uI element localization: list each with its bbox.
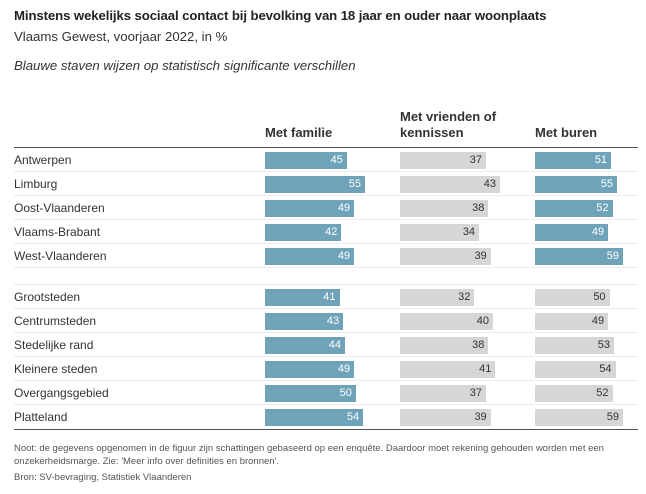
row-label: Stedelijke rand bbox=[14, 338, 94, 352]
bar: 37 bbox=[400, 385, 487, 402]
bar: 42 bbox=[265, 224, 342, 241]
bar-value-label: 54 bbox=[346, 411, 360, 423]
bar-value-label: 59 bbox=[606, 411, 619, 423]
bar: 59 bbox=[535, 248, 623, 265]
row-label: Kleinere steden bbox=[14, 362, 98, 376]
bar: 34 bbox=[400, 224, 480, 241]
bar: 50 bbox=[265, 385, 356, 402]
bar-value-label: 49 bbox=[591, 315, 605, 327]
bar: 52 bbox=[535, 385, 613, 402]
column-header-vrienden: Met vrienden of kennissen bbox=[400, 109, 497, 140]
chart-description: Blauwe staven wijzen op statistisch sign… bbox=[14, 58, 356, 73]
bar: 44 bbox=[265, 337, 345, 354]
row-label: Limburg bbox=[14, 177, 58, 191]
bar-value-label: 49 bbox=[591, 226, 605, 238]
row-separator bbox=[14, 332, 638, 333]
bar: 49 bbox=[265, 200, 355, 217]
bar-value-label: 38 bbox=[472, 202, 485, 214]
bar-value-label: 52 bbox=[596, 202, 609, 214]
bar: 59 bbox=[535, 409, 623, 426]
bar-value-label: 53 bbox=[597, 339, 611, 351]
row-separator bbox=[14, 267, 638, 268]
bar: 39 bbox=[400, 409, 491, 426]
row-separator bbox=[14, 195, 638, 196]
row-label: Platteland bbox=[14, 410, 68, 424]
bar-value-label: 41 bbox=[479, 363, 492, 375]
bar: 32 bbox=[400, 289, 475, 306]
bar: 38 bbox=[400, 337, 489, 354]
bar: 49 bbox=[265, 248, 355, 265]
bar: 45 bbox=[265, 152, 347, 169]
row-label: Oost-Vlaanderen bbox=[14, 201, 105, 215]
bar-value-label: 34 bbox=[462, 226, 476, 238]
bar: 43 bbox=[265, 313, 344, 330]
chart-source: Bron: SV-bevraging, Statistiek Vlaandere… bbox=[14, 472, 192, 483]
row-label: Grootsteden bbox=[14, 290, 81, 304]
bar-value-label: 32 bbox=[458, 291, 471, 303]
row-separator bbox=[14, 356, 638, 357]
bar: 54 bbox=[265, 409, 364, 426]
bar-value-label: 42 bbox=[325, 226, 338, 238]
bar-value-label: 37 bbox=[469, 154, 483, 166]
bar-value-label: 49 bbox=[337, 250, 351, 262]
bar-value-label: 52 bbox=[596, 387, 609, 399]
bar: 53 bbox=[535, 337, 615, 354]
bar: 43 bbox=[400, 176, 500, 193]
bar-value-label: 59 bbox=[606, 250, 619, 262]
bar-value-label: 44 bbox=[328, 339, 341, 351]
header-divider bbox=[14, 147, 638, 148]
bar: 55 bbox=[535, 176, 618, 193]
bar-value-label: 43 bbox=[326, 315, 340, 327]
bar-value-label: 49 bbox=[337, 363, 351, 375]
row-label: Antwerpen bbox=[14, 153, 72, 167]
bar-value-label: 39 bbox=[474, 411, 487, 423]
bar-value-label: 43 bbox=[483, 178, 496, 190]
row-separator bbox=[14, 308, 638, 309]
bar-value-label: 49 bbox=[337, 202, 351, 214]
row-separator bbox=[14, 380, 638, 381]
bar-value-label: 38 bbox=[472, 339, 485, 351]
bar: 50 bbox=[535, 289, 610, 306]
bar: 38 bbox=[400, 200, 489, 217]
bar: 52 bbox=[535, 200, 613, 217]
row-separator bbox=[14, 243, 638, 244]
bar: 54 bbox=[535, 361, 616, 378]
bar: 39 bbox=[400, 248, 491, 265]
row-separator bbox=[14, 404, 638, 405]
chart-note: Noot: de gegevens opgenomen in de figuur… bbox=[14, 443, 604, 467]
bar-value-label: 51 bbox=[594, 154, 608, 166]
row-label: Vlaams-Brabant bbox=[14, 225, 101, 239]
bar-value-label: 50 bbox=[339, 387, 352, 399]
column-header-buren: Met buren bbox=[535, 125, 598, 140]
bar-value-label: 37 bbox=[469, 387, 483, 399]
bar: 51 bbox=[535, 152, 612, 169]
bar-value-label: 41 bbox=[323, 291, 336, 303]
bar: 37 bbox=[400, 152, 487, 169]
bar: 49 bbox=[535, 224, 609, 241]
row-label: West-Vlaanderen bbox=[14, 249, 107, 263]
bar-value-label: 39 bbox=[474, 250, 487, 262]
bar: 41 bbox=[400, 361, 496, 378]
chart-subtitle: Vlaams Gewest, voorjaar 2022, in % bbox=[14, 29, 228, 44]
bar-value-label: 50 bbox=[593, 291, 606, 303]
bar-value-label: 55 bbox=[348, 178, 361, 190]
row-separator bbox=[14, 171, 638, 172]
bottom-divider bbox=[14, 429, 638, 430]
group-separator bbox=[14, 284, 638, 285]
bar: 40 bbox=[400, 313, 494, 330]
bar: 49 bbox=[535, 313, 609, 330]
bar: 55 bbox=[265, 176, 365, 193]
bar-value-label: 54 bbox=[599, 363, 612, 375]
row-label: Overgangsgebied bbox=[14, 386, 109, 400]
row-label: Centrumsteden bbox=[14, 314, 97, 328]
column-header-familie: Met familie bbox=[265, 125, 333, 140]
bar: 49 bbox=[265, 361, 355, 378]
bar-value-label: 55 bbox=[600, 178, 614, 190]
bar-value-label: 40 bbox=[476, 315, 490, 327]
bar: 41 bbox=[265, 289, 340, 306]
bar-value-label: 45 bbox=[330, 154, 343, 166]
row-separator bbox=[14, 219, 638, 220]
chart-title: Minstens wekelijks sociaal contact bij b… bbox=[14, 8, 547, 23]
